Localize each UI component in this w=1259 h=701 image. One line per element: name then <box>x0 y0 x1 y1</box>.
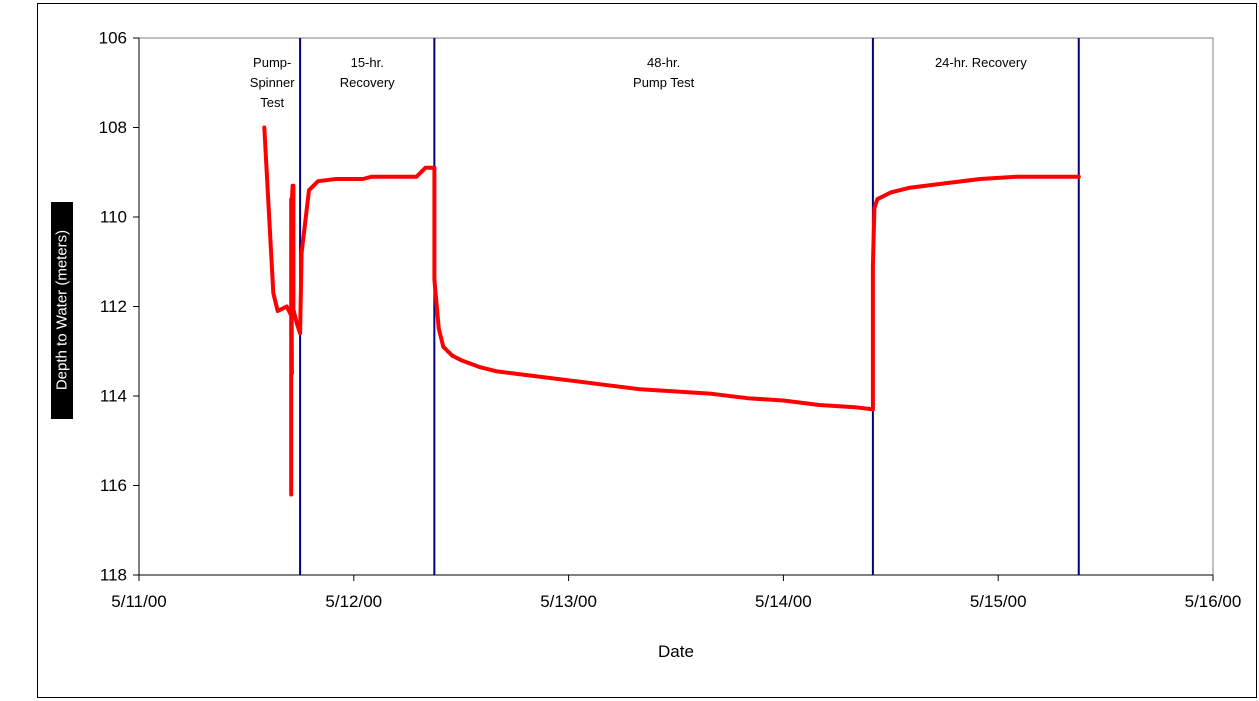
x-tick-label: 5/15/00 <box>970 592 1027 611</box>
y-tick-label: 106 <box>99 29 127 48</box>
y-tick-label: 114 <box>100 387 127 406</box>
phase-annotation-line: Pump Test <box>633 75 695 90</box>
x-tick-label: 5/12/00 <box>325 592 382 611</box>
phase-annotation-line: Test <box>260 95 284 110</box>
y-tick-label: 108 <box>99 118 127 137</box>
phase-annotation-line: 15-hr. <box>351 55 384 70</box>
phase-annotation: 15-hr. Recovery <box>340 55 395 90</box>
phase-annotation-line: Spinner <box>250 75 295 90</box>
depth-to-water-chart: 106 108 110 112 114 116 118 5/11/00 5/12/00 5/13/… <box>51 29 1242 661</box>
x-tick-label: 5/11/00 <box>111 592 166 611</box>
x-tick-label: 5/16/00 <box>1185 592 1242 611</box>
y-tick-label: 118 <box>100 566 127 585</box>
y-axis-label: Depth to Water (meters) <box>54 230 71 390</box>
phase-annotation: 24-hr. Recovery <box>935 55 1027 70</box>
phase-annotation-line: 48-hr. <box>647 55 680 70</box>
phase-annotation: Pump- Spinner Test <box>250 55 295 110</box>
x-tick-label: 5/13/00 <box>540 592 597 611</box>
phase-annotation-line: 24-hr. Recovery <box>935 55 1027 70</box>
phase-annotation: 48-hr. Pump Test <box>633 55 695 90</box>
chart-frame: 106 108 110 112 114 116 118 5/11/00 5/12/00 5/13/… <box>37 3 1257 698</box>
depth-series-line <box>262 125 1081 497</box>
phase-annotation-line: Recovery <box>340 75 395 90</box>
phase-annotation-line: Pump- <box>253 55 291 70</box>
y-tick-label: 112 <box>100 297 127 316</box>
y-tick-label: 110 <box>100 208 127 227</box>
y-axis-label-box: Depth to Water (meters) <box>51 202 73 419</box>
y-tick-label: 116 <box>100 476 127 495</box>
x-tick-label: 5/14/00 <box>755 592 812 611</box>
x-axis-label: Date <box>658 642 694 661</box>
